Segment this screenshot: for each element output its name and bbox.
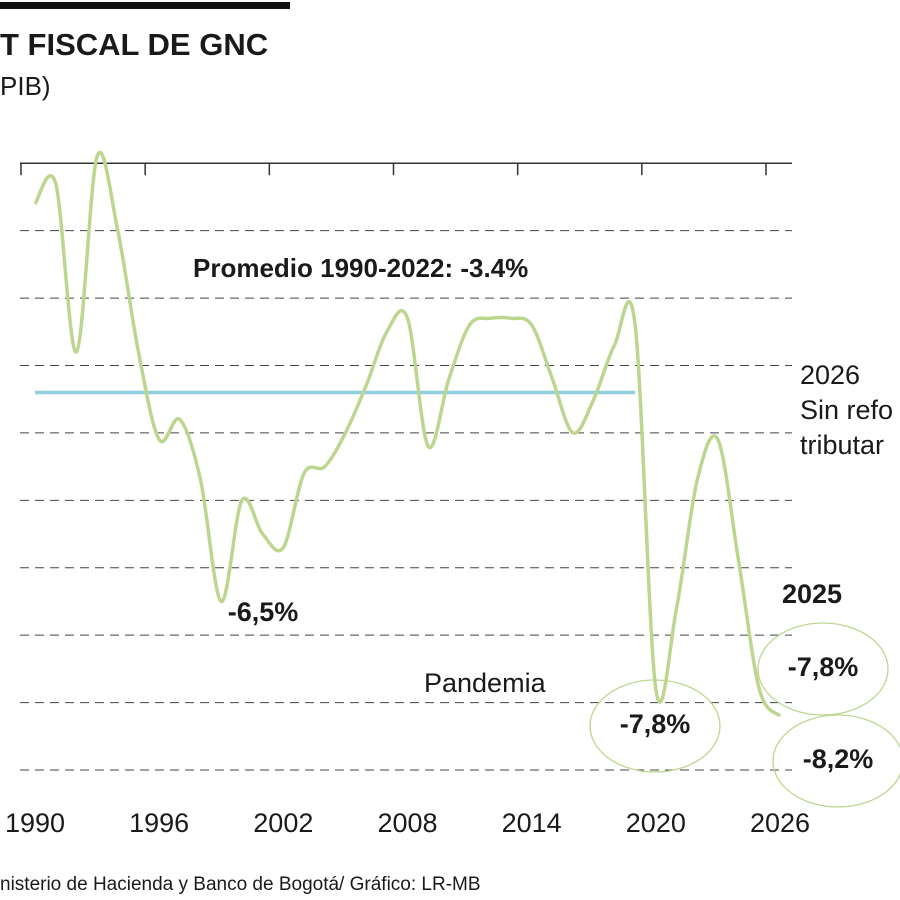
source: nisterio de Hacienda y Banco de Bogotá/ … bbox=[0, 874, 481, 895]
data-line bbox=[33, 151, 782, 718]
value-label: -7,8% bbox=[788, 652, 859, 682]
x-tick-label: 2020 bbox=[626, 808, 686, 838]
annotation: tributar bbox=[800, 430, 884, 460]
label-circle bbox=[772, 714, 900, 808]
chart-title: T FISCAL DE GNC bbox=[0, 27, 268, 62]
x-tick-label: 2014 bbox=[502, 808, 562, 838]
value-label: -7,8% bbox=[620, 709, 691, 739]
annotation: Pandemia bbox=[424, 668, 547, 698]
value-label: -8,2% bbox=[803, 744, 874, 774]
label-circle bbox=[757, 622, 889, 716]
annotation: Sin refo bbox=[800, 395, 893, 425]
average-label: Promedio 1990-2022: -3.4% bbox=[193, 253, 528, 283]
x-tick-label: 2008 bbox=[377, 808, 437, 838]
annotation: 2025 bbox=[782, 579, 842, 609]
x-tick-label: 1990 bbox=[5, 808, 65, 838]
annotation: 2026 bbox=[800, 360, 860, 390]
x-tick-label: 1996 bbox=[129, 808, 189, 838]
chart-subtitle: PIB) bbox=[0, 71, 51, 101]
title-bar bbox=[0, 2, 290, 9]
label-circle bbox=[589, 679, 721, 773]
x-tick-label: 2026 bbox=[750, 808, 810, 838]
x-tick-label: 2002 bbox=[253, 808, 313, 838]
value-label: -6,5% bbox=[228, 597, 299, 627]
